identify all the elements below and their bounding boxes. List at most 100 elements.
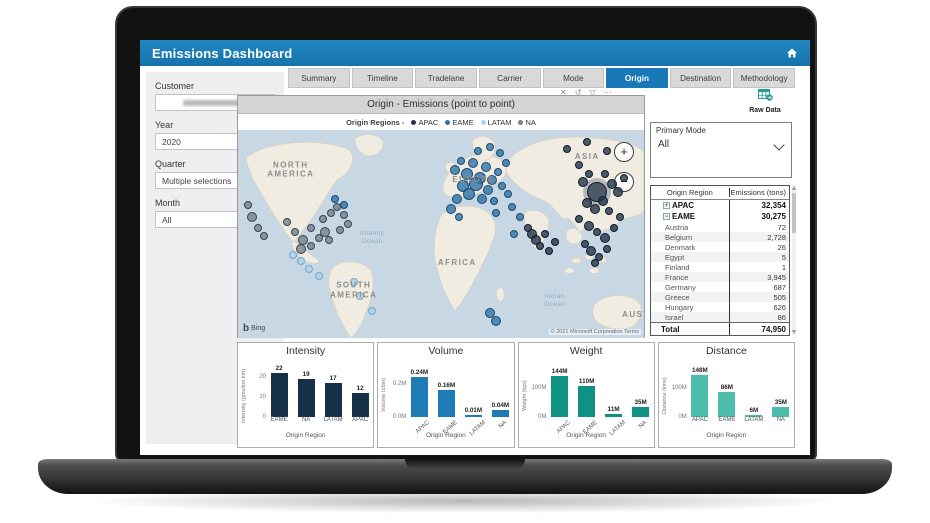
map-point-apac[interactable] xyxy=(562,144,571,153)
map-point-latam[interactable] xyxy=(355,292,364,301)
map-point-apac[interactable] xyxy=(612,187,623,198)
map-point-apac[interactable] xyxy=(603,244,612,253)
map-point-apac[interactable] xyxy=(595,252,604,261)
bar-latam[interactable]: 6M xyxy=(744,407,764,417)
reset-icon[interactable]: ↺ xyxy=(574,88,582,97)
map-point-latam[interactable] xyxy=(288,250,297,259)
map-point-eame[interactable] xyxy=(468,177,483,192)
map-point-apac[interactable] xyxy=(600,233,611,244)
map-point-na[interactable] xyxy=(315,234,324,243)
filter-icon[interactable]: ▽ xyxy=(589,88,596,97)
table-scrollbar[interactable] xyxy=(792,185,796,335)
bar[interactable] xyxy=(632,407,650,417)
table-row-germany[interactable]: Germany 687 xyxy=(651,282,789,292)
map-point-eame[interactable] xyxy=(491,209,500,218)
map-point-eame[interactable] xyxy=(486,174,497,185)
map-point-eame[interactable] xyxy=(508,202,517,211)
map-point-eame[interactable] xyxy=(501,159,510,168)
map-point-eame[interactable] xyxy=(490,316,501,327)
tab-summary[interactable]: Summary xyxy=(288,68,350,88)
map-point-apac[interactable] xyxy=(619,173,628,182)
map-point-eame[interactable] xyxy=(339,200,348,209)
expand-icon[interactable]: + xyxy=(663,202,670,209)
map-point-eame[interactable] xyxy=(489,196,498,205)
bar-latam[interactable]: 17 xyxy=(323,375,343,417)
map-point-na[interactable] xyxy=(295,243,306,254)
map-point-na[interactable] xyxy=(244,200,253,209)
bar[interactable] xyxy=(691,374,709,417)
bar-eame[interactable]: 0.16M xyxy=(436,382,456,417)
map-point-apac[interactable] xyxy=(593,227,602,236)
map-point-apac[interactable] xyxy=(590,204,601,215)
table-row-austria[interactable]: Austria 72 xyxy=(651,222,789,232)
map-point-apac[interactable] xyxy=(591,259,600,268)
map-point-na[interactable] xyxy=(325,236,334,245)
table-row-israel[interactable]: Israel 86 xyxy=(651,312,789,322)
map-point-apac[interactable] xyxy=(586,245,597,256)
map-point-eame[interactable] xyxy=(468,158,479,169)
map-point-eame[interactable] xyxy=(450,164,461,175)
map-point-apac[interactable] xyxy=(531,235,542,246)
map-point-apac[interactable] xyxy=(550,238,559,247)
tab-tradelane[interactable]: Tradelane xyxy=(415,68,477,88)
map-zoom-in-button[interactable]: + xyxy=(614,142,634,162)
bar[interactable] xyxy=(270,373,288,417)
bar[interactable] xyxy=(578,385,596,417)
home-button[interactable] xyxy=(786,47,798,59)
map-point-apac[interactable] xyxy=(578,177,589,187)
map-point-apac[interactable] xyxy=(601,169,610,178)
map-point-eame[interactable] xyxy=(463,188,476,201)
tab-mode[interactable]: Mode xyxy=(542,68,605,88)
bar[interactable] xyxy=(351,393,369,417)
map-point-eame[interactable] xyxy=(480,162,491,173)
map-point-na[interactable] xyxy=(247,212,258,223)
map-point-eame[interactable] xyxy=(452,193,463,204)
legend-item-latam[interactable]: LATAM xyxy=(480,118,511,127)
bar-latam[interactable]: 0.01M xyxy=(463,407,483,417)
bar-na[interactable]: 35M xyxy=(771,399,791,417)
map-point-apac[interactable] xyxy=(575,215,584,224)
map-point-apac[interactable] xyxy=(583,138,592,147)
table-row-apac[interactable]: + APAC 32,354 xyxy=(651,200,789,211)
map-point-apac[interactable] xyxy=(598,195,609,206)
map-point-na[interactable] xyxy=(319,215,328,224)
map-point-eame[interactable] xyxy=(457,157,466,166)
map-point-eame[interactable] xyxy=(446,204,457,215)
map-point-eame[interactable] xyxy=(461,167,474,180)
table-row-france[interactable]: France 3,945 xyxy=(651,272,789,282)
map-point-eame[interactable] xyxy=(476,193,487,204)
map-point-na[interactable] xyxy=(254,223,263,232)
map-point-latam[interactable] xyxy=(349,277,358,286)
map-point-eame[interactable] xyxy=(495,148,504,157)
bar[interactable] xyxy=(745,415,763,417)
bar-apac[interactable]: 144M xyxy=(550,368,570,417)
raw-data-button[interactable]: Raw Data xyxy=(738,88,792,114)
map-point-eame[interactable] xyxy=(503,190,512,199)
table-row-belgium[interactable]: Belgium 2,728 xyxy=(651,232,789,242)
bar-apac[interactable]: 12 xyxy=(350,385,370,417)
map-point-apac[interactable] xyxy=(615,213,624,222)
collapse-icon[interactable]: − xyxy=(663,213,670,220)
tab-carrier[interactable]: Carrier xyxy=(478,68,541,88)
tab-timeline[interactable]: Timeline xyxy=(351,68,414,88)
map-point-apac[interactable] xyxy=(581,240,590,249)
map-point-eame[interactable] xyxy=(455,213,464,222)
bar-eame[interactable]: 110M xyxy=(577,378,597,417)
map-point-apac[interactable] xyxy=(582,197,593,208)
scroll-thumb[interactable] xyxy=(792,193,796,233)
legend-item-apac[interactable]: APAC xyxy=(411,118,438,127)
bar[interactable] xyxy=(491,410,509,417)
more-options-icon[interactable]: ⋯ xyxy=(603,88,612,97)
map-point-latam[interactable] xyxy=(305,265,314,274)
map-point-na[interactable] xyxy=(290,227,299,236)
map-point-apac[interactable] xyxy=(609,223,618,232)
legend-item-eame[interactable]: EAME xyxy=(445,118,474,127)
table-row-eame[interactable]: − EAME 30,275 xyxy=(651,211,789,222)
tab-methodology[interactable]: Methodology xyxy=(733,68,795,88)
map-point-apac[interactable] xyxy=(584,220,595,231)
bar[interactable] xyxy=(297,379,315,417)
map-point-latam[interactable] xyxy=(315,271,324,280)
map-point-apac[interactable] xyxy=(540,230,549,238)
map-point-apac[interactable] xyxy=(606,179,617,190)
map-point-eame[interactable] xyxy=(485,142,494,151)
